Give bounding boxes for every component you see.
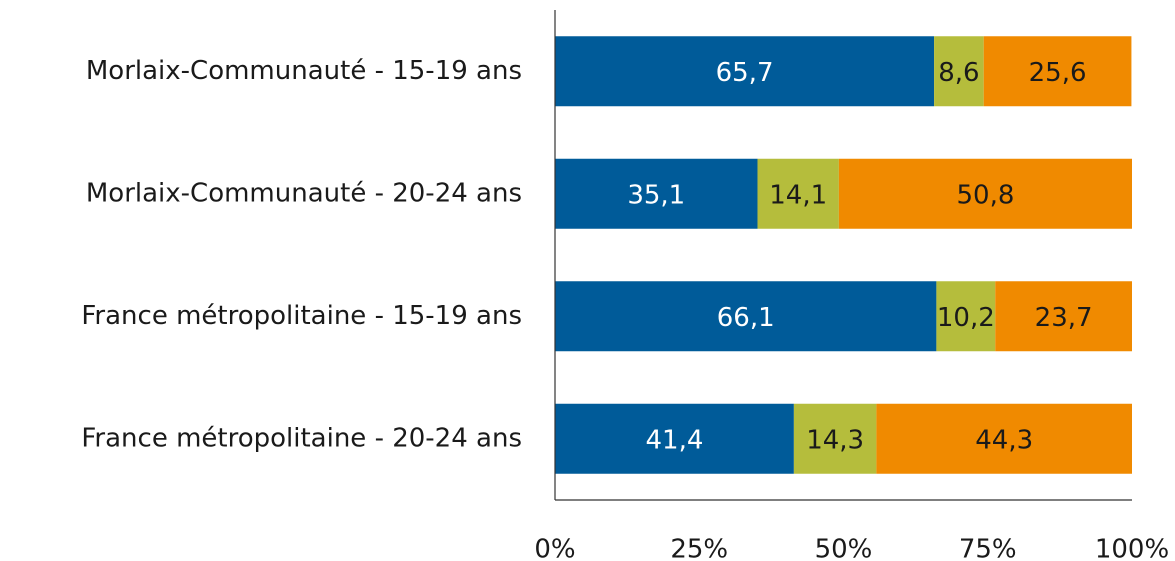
bar-segment	[983, 36, 1132, 107]
value-label: 66,1	[717, 303, 775, 333]
value-label: 65,7	[716, 58, 774, 88]
category-label: Morlaix-Communauté - 15-19 ans	[86, 56, 522, 86]
value-label: 50,8	[956, 180, 1014, 210]
bar-segment	[555, 281, 937, 352]
value-label: 41,4	[645, 425, 703, 455]
x-tick-label: 100%	[1095, 535, 1169, 561]
category-label: France métropolitaine - 20-24 ans	[81, 423, 522, 453]
x-tick-label: 0%	[534, 535, 575, 561]
bar-segment	[934, 36, 984, 107]
value-label: 44,3	[975, 425, 1033, 455]
value-label: 8,6	[938, 58, 979, 88]
bar-segment	[876, 403, 1132, 474]
bar-segment	[555, 158, 758, 229]
x-tick-label: 75%	[959, 535, 1017, 561]
x-tick-label: 25%	[670, 535, 728, 561]
value-label: 10,2	[937, 303, 995, 333]
bar-segment	[838, 158, 1132, 229]
bar-segment	[757, 158, 839, 229]
bar-segment	[995, 281, 1132, 352]
value-label: 25,6	[1029, 58, 1087, 88]
category-label: Morlaix-Communauté - 20-24 ans	[86, 178, 522, 208]
bar-segment	[936, 281, 996, 352]
value-label: 35,1	[627, 180, 685, 210]
bar-segment	[555, 36, 935, 107]
value-label: 14,1	[769, 180, 827, 210]
value-label: 23,7	[1035, 303, 1093, 333]
value-label: 14,3	[806, 425, 864, 455]
bar-segment	[793, 403, 877, 474]
category-label: France métropolitaine - 15-19 ans	[81, 301, 522, 331]
bar-segment	[555, 403, 794, 474]
x-tick-label: 50%	[815, 535, 873, 561]
